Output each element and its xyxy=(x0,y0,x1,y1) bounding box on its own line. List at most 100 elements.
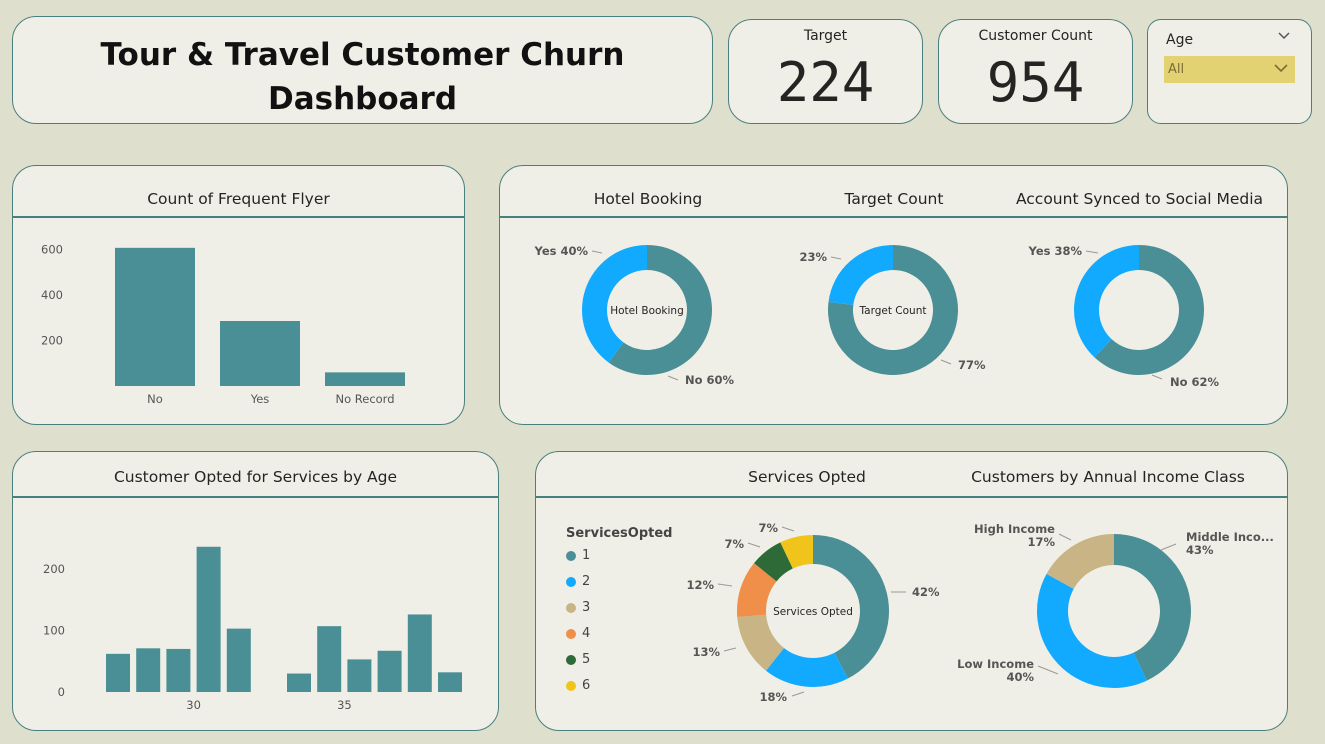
legend-dot xyxy=(566,628,576,639)
donut-slice xyxy=(780,535,813,569)
x-tick-label: Yes xyxy=(250,392,270,406)
frequent-flyer-chart: 200 400 600 No Yes No Record xyxy=(41,243,405,406)
donut-slice xyxy=(1037,573,1147,688)
legend-item[interactable]: 3 xyxy=(566,600,590,615)
age-bar-33 xyxy=(287,673,311,692)
dashboard-title: Tour & Travel Customer Churn Dashboard xyxy=(100,37,625,117)
data-label: Low Income xyxy=(957,657,1034,671)
leader-line xyxy=(591,250,603,254)
y-tick-label: 200 xyxy=(41,334,63,348)
legend-item[interactable]: 2 xyxy=(566,574,590,589)
age-slicer-label: Age xyxy=(1166,32,1194,48)
age-bar-29 xyxy=(166,648,191,692)
donut-slice xyxy=(754,542,793,582)
leader-line xyxy=(940,359,952,365)
services-opted-title: Services Opted xyxy=(748,468,866,486)
leader-line xyxy=(791,691,805,697)
legend-label: 4 xyxy=(582,626,591,641)
legend-label: 5 xyxy=(582,652,591,667)
social-media-title: Account Synced to Social Media xyxy=(1015,190,1264,208)
donut-slice xyxy=(737,614,784,671)
data-label: 77% xyxy=(958,358,986,372)
data-label: 12% xyxy=(686,578,714,592)
donut-slice xyxy=(1046,534,1114,589)
data-label: 42% xyxy=(912,585,940,599)
kpi-customer-count-card: Customer Count 954 xyxy=(938,19,1133,124)
frequent-flyer-title: Count of Frequent Flyer xyxy=(147,190,330,208)
legend-item[interactable]: 5 xyxy=(566,652,590,667)
legend-label: 6 xyxy=(582,678,591,693)
kpi-target-card: Target 224 xyxy=(728,19,923,124)
frequent-flyer-panel: Count of Frequent Flyer 200 400 600 No Yes No… xyxy=(12,165,465,425)
data-label: 18% xyxy=(759,690,787,704)
services-by-age-title: Customer Opted for Services by Age xyxy=(113,468,398,486)
data-label: Yes 38% xyxy=(1028,244,1083,258)
kpi-target-value: 224 xyxy=(776,51,875,114)
services-legend-title: ServicesOpted xyxy=(566,526,673,541)
services-income-chart: Services Opted 42% 18% 13% 12% 7% 7% Middle Inc… xyxy=(686,521,1274,704)
income-class-title: Customers by Annual Income Class xyxy=(971,468,1245,486)
leader-line xyxy=(1037,665,1059,675)
chevron-down-icon[interactable] xyxy=(1273,60,1289,80)
legend-dot xyxy=(566,576,576,587)
data-label: 23% xyxy=(799,250,827,264)
donut-center-label: Target Count xyxy=(858,305,926,317)
leader-line xyxy=(1151,374,1163,380)
legend-item[interactable]: 6 xyxy=(566,678,590,693)
donut-slice xyxy=(766,647,848,687)
age-bar-36 xyxy=(377,650,402,692)
donut-slice xyxy=(1094,245,1204,375)
leader-line xyxy=(723,647,737,652)
data-label-pct: 17% xyxy=(1027,535,1055,549)
data-label: 7% xyxy=(758,521,778,535)
age-bar-30 xyxy=(196,546,221,692)
donut-slice xyxy=(582,245,647,363)
target-count-title: Target Count xyxy=(844,190,944,208)
donut-row-chart: Hotel Booking Yes 40% No 60% Target Count 23… xyxy=(534,244,1220,389)
kpi-customer-count-label: Customer Count xyxy=(978,28,1093,44)
age-slicer[interactable]: Age All xyxy=(1147,19,1312,124)
legend-dot xyxy=(566,602,576,613)
donut-row-panel: Hotel Booking Target Count Account Synce… xyxy=(499,165,1288,425)
legend-item[interactable]: 4 xyxy=(566,626,590,641)
data-label: 7% xyxy=(724,537,744,551)
divider xyxy=(536,496,1287,498)
y-tick-label: 400 xyxy=(41,288,63,302)
donut-slice xyxy=(608,245,712,375)
leader-line xyxy=(667,375,679,381)
data-label: Middle Inco... xyxy=(1186,530,1274,544)
dashboard-title-card: Tour & Travel Customer Churn Dashboard xyxy=(12,16,713,124)
divider xyxy=(500,216,1287,218)
y-tick-label: 600 xyxy=(41,243,63,257)
y-tick-label: 100 xyxy=(43,623,65,637)
age-dropdown[interactable]: All xyxy=(1164,56,1295,83)
donut-slice xyxy=(1114,534,1191,681)
donut-slice xyxy=(737,563,777,618)
age-bar-35 xyxy=(347,659,372,692)
services-income-panel: Services Opted Customers by Annual Incom… xyxy=(535,451,1288,731)
chevron-down-icon[interactable] xyxy=(1277,28,1291,47)
divider xyxy=(13,216,464,218)
donut-slice xyxy=(828,245,958,375)
donut-slice xyxy=(1074,245,1139,358)
x-tick-label: 30 xyxy=(186,698,201,712)
data-label: Yes 40% xyxy=(534,244,589,258)
legend-label: 2 xyxy=(582,574,591,589)
legend-item[interactable]: 1 xyxy=(566,548,590,563)
leader-line xyxy=(830,256,842,260)
age-bar-28 xyxy=(136,648,161,692)
x-tick-label: No xyxy=(147,392,163,406)
data-label: No 60% xyxy=(685,373,735,387)
leader-line xyxy=(781,526,795,532)
donut-slice xyxy=(828,245,893,305)
y-tick-label: 0 xyxy=(58,685,65,699)
services-by-age-chart: 0 100 200 30 35 xyxy=(43,546,462,712)
legend-dot xyxy=(566,550,576,561)
kpi-target-label: Target xyxy=(803,28,848,44)
age-bar-37 xyxy=(407,614,432,692)
legend-dot xyxy=(566,680,576,691)
data-label-pct: 40% xyxy=(1006,670,1034,684)
age-bar-38 xyxy=(438,672,462,692)
x-tick-label: 35 xyxy=(337,698,352,712)
y-tick-label: 200 xyxy=(43,562,65,576)
